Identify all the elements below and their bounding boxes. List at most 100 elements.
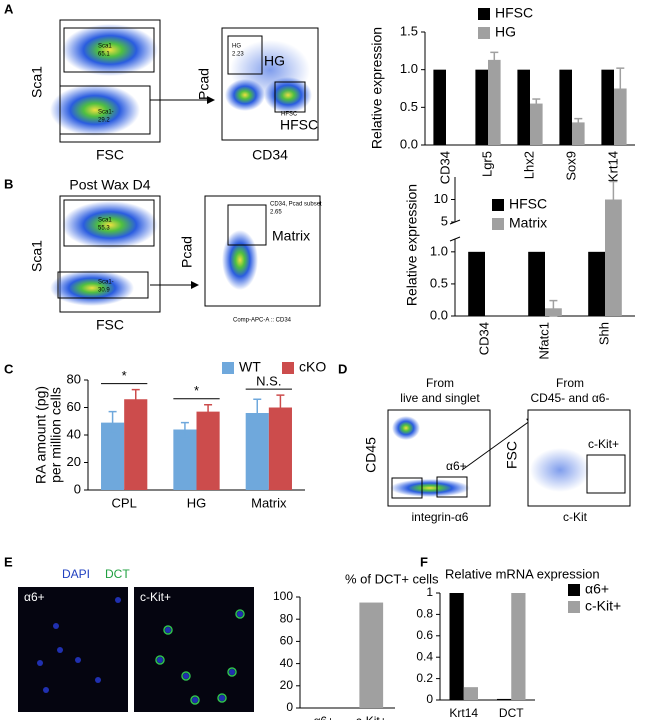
gate xyxy=(59,85,151,135)
y-tick-label: 80 xyxy=(67,371,81,386)
gate xyxy=(227,204,267,246)
error-bar xyxy=(574,117,583,127)
legend-swatch xyxy=(478,8,490,20)
legend-swatch xyxy=(282,362,294,374)
x-tick-label: CD34 xyxy=(437,151,452,184)
error-bar xyxy=(532,98,541,109)
error-bar xyxy=(490,51,499,69)
plot-title: From xyxy=(556,376,584,390)
error-bar xyxy=(609,180,618,219)
stain-label: DAPI xyxy=(62,567,90,581)
y-tick-label: 0.0 xyxy=(430,307,448,322)
legend-label: Matrix xyxy=(509,215,547,231)
bar xyxy=(530,103,543,145)
plot-title: From xyxy=(426,376,454,390)
panel-label: E xyxy=(4,554,13,569)
gate xyxy=(436,476,468,498)
panel-label: D xyxy=(338,361,347,376)
significance-label: * xyxy=(122,368,127,383)
bar xyxy=(601,69,614,145)
y-tick-label: 0.0 xyxy=(400,136,418,151)
panel-label: B xyxy=(4,176,13,191)
bar xyxy=(173,429,197,490)
arrow xyxy=(461,417,535,471)
plot-title: Post Wax D4 xyxy=(69,177,150,193)
gate xyxy=(274,81,306,113)
bar xyxy=(528,251,545,316)
legend-swatch xyxy=(568,584,580,596)
y-axis-label: Pcad xyxy=(196,68,212,100)
gate-value: 2.65 xyxy=(270,210,282,216)
x-tick-label: Sox9 xyxy=(563,151,578,181)
x-tick-label: Krt14 xyxy=(605,151,620,182)
bar xyxy=(196,411,220,490)
bar xyxy=(359,602,384,708)
x-tick-label: α6+ xyxy=(313,714,334,720)
gate-label: Sca1 xyxy=(98,218,112,224)
gate xyxy=(57,271,149,299)
gate-label: Sca1- xyxy=(98,110,114,116)
x-tick-label: Krt14 xyxy=(449,706,478,720)
bar xyxy=(124,399,148,490)
x-tick-label: Lhx2 xyxy=(521,151,536,179)
significance-label: N.S. xyxy=(256,374,281,389)
legend-swatch xyxy=(568,601,580,613)
x-tick-label: DCT xyxy=(499,706,524,720)
dct-signal xyxy=(155,609,245,705)
error-bar xyxy=(616,67,625,110)
bar xyxy=(268,407,292,490)
legend-swatch xyxy=(478,27,490,39)
bar xyxy=(517,69,530,145)
error-bar xyxy=(131,388,140,410)
y-tick-label: 10 xyxy=(434,191,448,206)
population-label: Matrix xyxy=(272,228,310,244)
population-label: HFSC xyxy=(280,117,318,133)
gate xyxy=(586,454,626,494)
legend-label: cKO xyxy=(299,359,326,375)
legend-label: c-Kit+ xyxy=(585,598,621,614)
bar xyxy=(463,687,478,700)
legend-swatch xyxy=(492,218,504,230)
error-bar xyxy=(549,299,558,317)
y-tick-label: 40 xyxy=(67,426,81,441)
y-tick-label: 60 xyxy=(280,634,294,648)
gate xyxy=(227,35,263,75)
bar xyxy=(559,69,572,145)
y-tick-label: 80 xyxy=(280,611,294,625)
gate-label: Sca1 xyxy=(98,44,112,50)
gate-value: 2.23 xyxy=(232,52,244,58)
bar xyxy=(497,698,512,700)
error-bar xyxy=(108,410,117,435)
error-bar xyxy=(253,398,262,428)
legend-swatch xyxy=(222,362,234,374)
bar xyxy=(433,69,446,145)
y-axis-label: Sca1 xyxy=(29,66,45,98)
y-tick-label: 20 xyxy=(280,678,294,692)
x-tick-label: Matrix xyxy=(251,495,287,510)
error-bar xyxy=(276,394,285,421)
bar xyxy=(605,199,622,316)
legend-label: HFSC xyxy=(495,5,533,21)
x-tick-label: Shh xyxy=(596,322,611,345)
panel-label: F xyxy=(420,554,428,569)
x-tick-label: HG xyxy=(187,495,207,510)
y-tick-label: 0.6 xyxy=(416,628,433,642)
plot-title: live and singlet xyxy=(400,391,480,405)
population-label: c-Kit+ xyxy=(588,437,619,451)
micrograph xyxy=(18,587,128,712)
bar xyxy=(511,593,526,700)
nuclei xyxy=(37,597,243,703)
image-label: α6+ xyxy=(24,590,45,604)
gate-label: HFSC xyxy=(281,112,298,118)
y-tick-label: 0.8 xyxy=(416,607,433,621)
cell-cloud xyxy=(530,448,590,492)
gate-value: 30.9 xyxy=(98,288,110,294)
legend-swatch xyxy=(492,199,504,211)
flow-plot xyxy=(204,195,321,307)
x-tick-label: Lgr5 xyxy=(479,151,494,177)
y-tick-label: 0.2 xyxy=(416,671,433,685)
error-bar xyxy=(204,404,213,420)
y-tick-label: 5 xyxy=(441,213,448,228)
x-axis-label: integrin-α6 xyxy=(412,510,469,524)
